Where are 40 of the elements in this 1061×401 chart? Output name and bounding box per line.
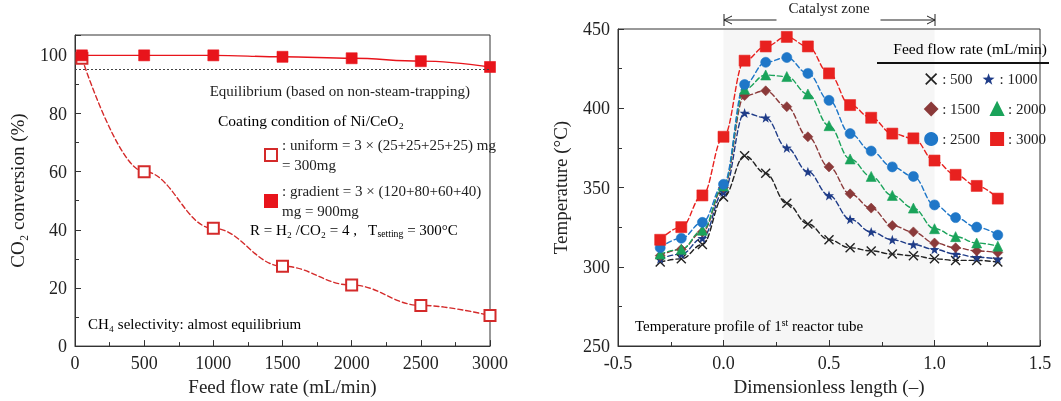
x-axis-title: Dimensionless length (–) xyxy=(733,375,925,398)
x-tick-label: 1000 xyxy=(195,353,232,374)
y-tick-label: 60 xyxy=(49,161,67,182)
legend-label: : 2500 xyxy=(942,131,981,147)
y-tick-label: 40 xyxy=(49,219,67,240)
legend-label: : 1500 xyxy=(942,101,981,117)
y-tick-label: 0 xyxy=(58,336,67,357)
y-tick-label: 250 xyxy=(583,336,610,356)
x-tick-label: 0.0 xyxy=(712,353,735,373)
y-axis-title: Temperature (°C) xyxy=(550,120,572,255)
y-axis-title: CO₂ conversion (%) xyxy=(7,113,29,268)
x-tick-label: 1500 xyxy=(264,353,301,374)
x-tick-label: 0.5 xyxy=(817,353,841,373)
x-tick-label: 500 xyxy=(130,353,158,374)
x-tick-label: 2500 xyxy=(402,353,439,374)
legend-title: Coating condition of Ni/CeO₂ xyxy=(218,111,404,129)
y-tick-label: 100 xyxy=(40,45,67,66)
y-tick-label: 80 xyxy=(49,103,67,124)
x-axis-title: Feed flow rate (mL/min) xyxy=(188,376,377,398)
legend-label: : gradient = 3 × (120+80+60+40) mg = 900mg xyxy=(282,183,486,219)
legend-label: : 500 xyxy=(942,71,973,87)
y-tick-label: 450 xyxy=(583,19,610,39)
x-tick-label: 0 xyxy=(70,353,80,374)
x-tick-label: 1.5 xyxy=(1028,353,1052,373)
y-tick-label: 350 xyxy=(583,177,610,198)
band-label: Catalyst zone xyxy=(788,0,870,16)
legend-label: : 3000 xyxy=(1008,131,1046,147)
y-tick-label: 20 xyxy=(49,277,67,298)
y-tick-label: 400 xyxy=(583,98,610,119)
legend-label: : 1000 xyxy=(999,71,1038,87)
legend-label: : 2000 xyxy=(1008,101,1046,117)
x-tick-label: -0.5 xyxy=(603,353,633,373)
legend-label: : uniform = 3 × (25+25+25+25) mg = 300mg xyxy=(282,137,500,173)
legend-title: Feed flow rate (mL/min) xyxy=(893,39,1048,58)
x-tick-label: 3000 xyxy=(472,353,508,374)
x-tick-label: 1.0 xyxy=(923,353,946,373)
x-tick-label: 2000 xyxy=(333,353,370,374)
ref-line-label: Equilibrium (based on non-steam-trapping) xyxy=(209,82,470,100)
annotation: CH₄ selectivity: almost equilibrium xyxy=(88,315,302,332)
y-tick-label: 300 xyxy=(583,256,610,277)
